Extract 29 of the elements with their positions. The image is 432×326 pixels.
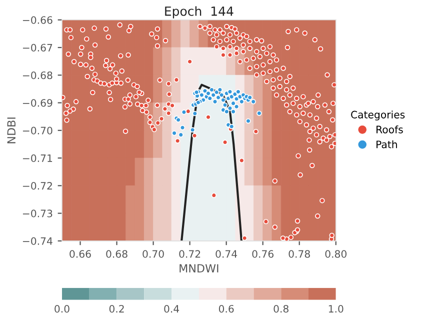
color-bar-label: 0.4 bbox=[164, 304, 180, 313]
chart-title: Epoch 144 bbox=[165, 6, 234, 18]
x-tick-label: 0.78 bbox=[288, 250, 310, 258]
y-axis-title: NDBI bbox=[7, 118, 16, 144]
y-tick-label: −0.66 bbox=[22, 16, 52, 24]
y-tick-label: −0.72 bbox=[22, 182, 52, 190]
y-tick-label: −0.73 bbox=[22, 210, 52, 218]
color-bar-label: 0.2 bbox=[109, 304, 124, 313]
x-tick-label: 0.74 bbox=[216, 250, 238, 258]
legend-label: Roofs bbox=[376, 125, 403, 134]
x-tick-label: 0.76 bbox=[252, 250, 274, 258]
y-tick-label: −0.71 bbox=[22, 154, 52, 162]
x-tick-label: 0.72 bbox=[179, 250, 200, 258]
x-tick-label: 0.80 bbox=[325, 250, 346, 258]
color-bar-label: 0.8 bbox=[274, 304, 288, 313]
y-tick-label: −0.74 bbox=[22, 237, 52, 245]
legend-title: Categories bbox=[351, 110, 405, 120]
color-bar-label: 0.0 bbox=[54, 304, 70, 313]
x-tick-label: 0.66 bbox=[70, 250, 91, 258]
x-axis-title: MNDWI bbox=[180, 264, 218, 272]
x-tick-label: 0.70 bbox=[142, 250, 164, 258]
y-tick-label: −0.69 bbox=[22, 99, 52, 107]
legend-label: Path bbox=[376, 140, 397, 148]
y-tick-label: −0.67 bbox=[22, 44, 52, 52]
y-tick-label: −0.68 bbox=[22, 71, 52, 80]
color-bar-label: 1.0 bbox=[328, 304, 344, 313]
x-tick-label: 0.68 bbox=[106, 250, 128, 258]
color-bar-label: 0.6 bbox=[218, 304, 234, 313]
y-tick-label: −0.70 bbox=[22, 126, 52, 134]
